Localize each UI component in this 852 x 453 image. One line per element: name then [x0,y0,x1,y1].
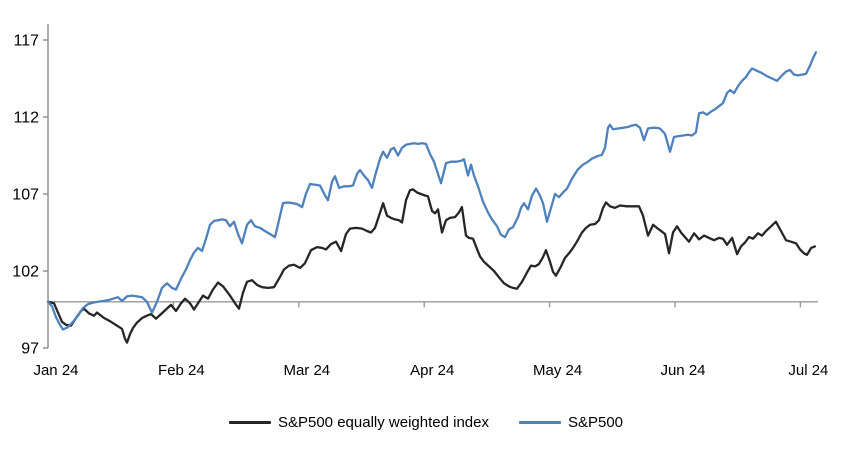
y-tick-label: 102 [12,264,39,281]
y-tick-label: 97 [21,341,39,358]
chart-legend: S&P500 equally weighted index S&P500 [0,409,852,435]
y-tick-label: 117 [13,33,39,50]
x-tick-label: Jan 24 [33,362,78,379]
x-tick-label: Apr 24 [410,362,454,379]
y-tick-label: 107 [12,187,39,204]
series-line-sp500 [46,51,818,331]
x-tick-label: Jul 24 [788,362,828,379]
x-tick-label: Jun 24 [660,362,705,379]
legend-swatch-blue-line [518,420,561,424]
legend-label: S&P500 equally weighted index [277,413,489,431]
legend-swatch-black-line [228,420,271,424]
series-line-sp500-equal-weight [46,188,817,344]
y-tick-label: 112 [13,110,39,127]
legend-item-sp500-equal-weight: S&P500 equally weighted index [228,413,489,431]
legend-item-sp500: S&P500 [518,413,624,431]
legend-label: S&P500 [567,413,624,431]
x-tick-label: May 24 [533,362,582,379]
x-tick-label: Feb 24 [158,362,205,379]
x-tick-label: Mar 24 [283,362,330,379]
